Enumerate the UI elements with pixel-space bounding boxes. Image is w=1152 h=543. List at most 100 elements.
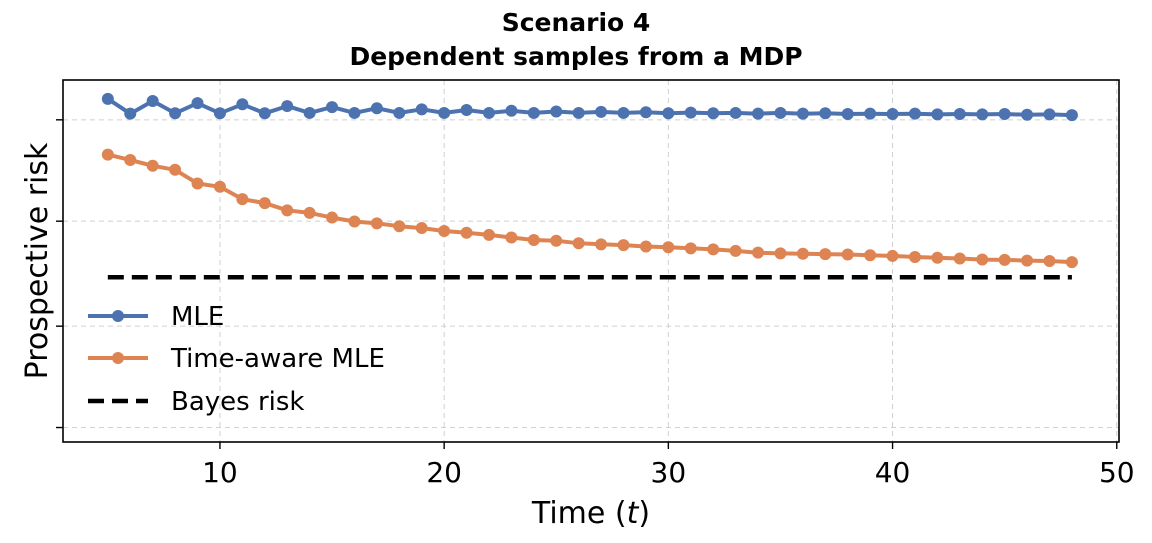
time-aware-mle-point bbox=[572, 237, 585, 250]
time-aware-mle-point bbox=[124, 154, 137, 167]
chart-subtitle: Dependent samples from a MDP bbox=[349, 42, 803, 71]
mle-point bbox=[774, 106, 787, 119]
mle-point bbox=[617, 106, 630, 119]
mle-point bbox=[348, 106, 361, 119]
x-tick-label: 50 bbox=[1099, 456, 1135, 489]
mle-point bbox=[908, 107, 921, 120]
time-aware-mle-point bbox=[393, 220, 406, 233]
mle-point bbox=[101, 92, 114, 105]
time-aware-mle-point bbox=[819, 248, 832, 261]
time-aware-mle-point bbox=[953, 252, 966, 265]
time-aware-mle-point bbox=[236, 193, 249, 206]
time-aware-mle-point bbox=[169, 163, 182, 176]
mle-point bbox=[864, 107, 877, 120]
chart-title: Scenario 4 bbox=[501, 8, 651, 37]
ticks: 10 20 30 40 50 bbox=[56, 119, 1135, 489]
time-aware-mle-point bbox=[976, 253, 989, 266]
x-tick-label: 20 bbox=[426, 456, 462, 489]
time-aware-mle-point bbox=[841, 248, 854, 261]
legend-label-bayes-risk: Bayes risk bbox=[171, 387, 304, 417]
time-aware-mle-point bbox=[595, 238, 608, 251]
mle-point bbox=[527, 106, 540, 119]
time-aware-mle-point bbox=[460, 226, 473, 239]
mle-point bbox=[886, 108, 899, 121]
mle-point bbox=[393, 106, 406, 119]
x-tick-label: 40 bbox=[875, 456, 911, 489]
x-axis-label-suffix: ) bbox=[638, 496, 650, 531]
mle-point bbox=[639, 106, 652, 119]
legend: MLE Time-aware MLE Bayes risk bbox=[88, 302, 385, 417]
time-aware-mle-point bbox=[213, 180, 226, 193]
mle-point bbox=[1065, 109, 1078, 122]
mle-point bbox=[662, 107, 675, 120]
time-aware-mle-point bbox=[707, 243, 720, 256]
time-aware-mle-point bbox=[752, 246, 765, 259]
time-aware-mle-point bbox=[796, 247, 809, 260]
time-aware-mle-point bbox=[886, 249, 899, 262]
mle-point bbox=[438, 106, 451, 119]
mle-point bbox=[124, 107, 137, 120]
mle-point bbox=[595, 105, 608, 118]
legend-marker-mle bbox=[112, 310, 124, 322]
legend-marker-time-aware-mle bbox=[112, 352, 124, 364]
mle-point bbox=[998, 108, 1011, 121]
mle-point bbox=[281, 100, 294, 113]
time-aware-mle-point bbox=[370, 217, 383, 230]
x-axis-label: Time (t) bbox=[531, 496, 650, 531]
mle-point bbox=[550, 105, 563, 118]
time-aware-mle-point bbox=[774, 247, 787, 260]
mle-point bbox=[729, 106, 742, 119]
x-axis-label-var: t bbox=[627, 496, 640, 531]
time-aware-mle-point bbox=[482, 228, 495, 241]
series-layer bbox=[101, 92, 1078, 280]
mle-point bbox=[976, 108, 989, 121]
time-aware-mle-point bbox=[101, 148, 114, 161]
mle-point bbox=[460, 104, 473, 117]
time-aware-mle-point bbox=[527, 234, 540, 247]
mle-point bbox=[931, 108, 944, 121]
mle-point bbox=[191, 97, 204, 110]
mle-point bbox=[303, 106, 316, 119]
time-aware-mle-point bbox=[864, 249, 877, 262]
time-aware-mle-point bbox=[1043, 255, 1056, 267]
time-aware-mle-point bbox=[617, 239, 630, 252]
x-tick-label: 10 bbox=[202, 456, 238, 489]
time-aware-mle-point bbox=[729, 244, 742, 257]
time-aware-mle-point bbox=[550, 234, 563, 247]
time-aware-mle-point bbox=[146, 159, 159, 172]
time-aware-mle-point bbox=[438, 224, 451, 237]
time-aware-mle-point bbox=[684, 242, 697, 255]
time-aware-mle-point bbox=[662, 241, 675, 254]
mle-point bbox=[213, 107, 226, 120]
legend-label-mle: MLE bbox=[171, 302, 224, 332]
mle-point bbox=[752, 107, 765, 120]
mle-point bbox=[1021, 108, 1034, 121]
mle-point bbox=[819, 107, 832, 120]
grid bbox=[63, 80, 1119, 442]
time-aware-mle-point bbox=[998, 253, 1011, 266]
plot-frame bbox=[62, 79, 1120, 443]
time-aware-mle-point bbox=[191, 177, 204, 190]
time-aware-mle-point bbox=[326, 211, 339, 224]
mle-point bbox=[841, 108, 854, 121]
legend-label-time-aware-mle: Time-aware MLE bbox=[170, 344, 385, 374]
mle-point bbox=[953, 108, 966, 121]
x-tick-label: 30 bbox=[651, 456, 687, 489]
mle-point bbox=[326, 101, 339, 114]
mle-point bbox=[1043, 108, 1056, 121]
mle-point bbox=[572, 106, 585, 119]
time-aware-mle-point bbox=[908, 251, 921, 264]
time-aware-mle-point bbox=[639, 240, 652, 253]
time-aware-mle-point bbox=[1065, 256, 1078, 269]
time-aware-mle-point bbox=[281, 204, 294, 217]
mle-point bbox=[169, 107, 182, 120]
x-axis-label-prefix: Time ( bbox=[531, 496, 627, 531]
time-aware-mle-point bbox=[931, 251, 944, 264]
mle-point bbox=[505, 104, 518, 117]
mle-point bbox=[370, 102, 383, 115]
mle-point bbox=[684, 106, 697, 119]
time-aware-mle-point bbox=[348, 215, 361, 228]
mle-point bbox=[236, 98, 249, 111]
time-aware-mle-point bbox=[505, 231, 518, 244]
